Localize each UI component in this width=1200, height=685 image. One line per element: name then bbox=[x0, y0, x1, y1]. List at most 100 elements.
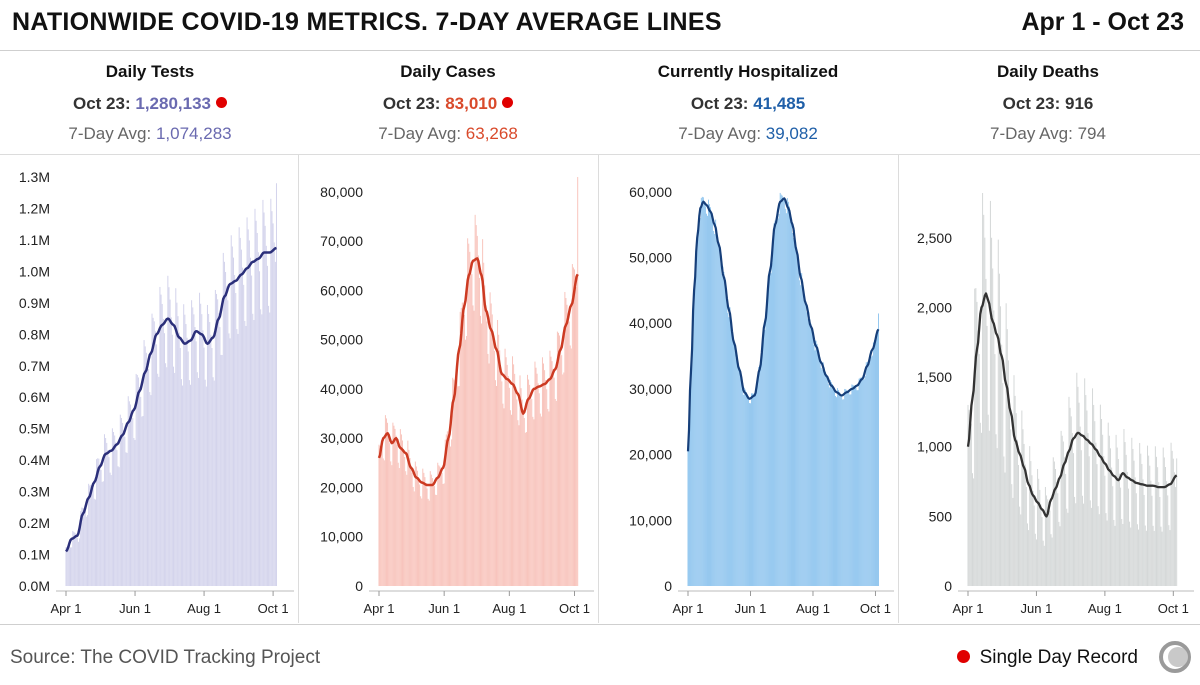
bar bbox=[1124, 442, 1126, 586]
bar bbox=[269, 312, 271, 586]
legend-label: Single Day Record bbox=[979, 647, 1138, 668]
bar bbox=[544, 370, 546, 586]
bar bbox=[785, 213, 787, 586]
bar bbox=[733, 344, 735, 586]
bar bbox=[246, 217, 248, 586]
bar bbox=[1076, 372, 1078, 586]
bar bbox=[745, 392, 747, 586]
bar bbox=[202, 330, 204, 586]
chart-4: 0 500 1,000 1,500 2,000 2,500 Apr 1 Jun 1 Aug 1 O… bbox=[917, 192, 1194, 616]
bar bbox=[518, 425, 520, 586]
bar bbox=[245, 325, 247, 586]
bar bbox=[1105, 513, 1107, 586]
bar bbox=[520, 388, 522, 586]
bar bbox=[1097, 506, 1099, 586]
bar bbox=[522, 410, 524, 586]
bar bbox=[446, 431, 448, 586]
bar bbox=[461, 302, 463, 586]
bar bbox=[978, 354, 980, 586]
bar bbox=[715, 219, 717, 587]
bar bbox=[1144, 525, 1146, 586]
bar bbox=[984, 237, 986, 586]
bar bbox=[516, 399, 518, 586]
bar bbox=[1126, 471, 1128, 586]
bar bbox=[846, 389, 848, 586]
bar bbox=[1096, 464, 1098, 586]
bar bbox=[426, 488, 428, 586]
bar bbox=[408, 449, 410, 586]
bar bbox=[876, 333, 877, 586]
bar bbox=[967, 404, 969, 586]
bar bbox=[1006, 329, 1008, 586]
bar bbox=[538, 393, 540, 586]
bar bbox=[1050, 534, 1052, 586]
bar bbox=[1166, 481, 1168, 586]
bar bbox=[1079, 426, 1081, 586]
bar bbox=[1061, 435, 1063, 586]
bar bbox=[404, 457, 406, 586]
bar bbox=[563, 372, 565, 586]
bar bbox=[1142, 479, 1144, 586]
bar bbox=[729, 307, 731, 586]
bar bbox=[718, 243, 720, 586]
bar bbox=[431, 478, 433, 586]
bar bbox=[1014, 395, 1016, 586]
y-tick-label: 40,000 bbox=[629, 315, 672, 331]
bar bbox=[771, 263, 773, 586]
bar bbox=[873, 340, 875, 586]
bar bbox=[142, 416, 144, 586]
x-tick-label: Oct 1 bbox=[1158, 601, 1189, 616]
bar bbox=[528, 379, 530, 586]
bar bbox=[1168, 525, 1170, 586]
bar bbox=[409, 458, 411, 586]
bar bbox=[146, 361, 148, 586]
bar bbox=[1136, 524, 1138, 586]
bar bbox=[845, 389, 847, 586]
x-tick-label: Jun 1 bbox=[1021, 601, 1053, 616]
bar bbox=[455, 377, 457, 586]
bar bbox=[698, 224, 700, 586]
bar bbox=[1063, 457, 1065, 586]
x-tick-label: Aug 1 bbox=[492, 601, 526, 616]
bar bbox=[776, 218, 778, 587]
bar bbox=[73, 531, 75, 586]
bar bbox=[439, 466, 441, 586]
bar bbox=[74, 532, 76, 586]
bar bbox=[151, 313, 153, 586]
bar bbox=[1004, 472, 1006, 586]
bar bbox=[519, 375, 521, 586]
bar bbox=[196, 372, 198, 586]
avg-value: 794 bbox=[1077, 124, 1106, 143]
bar bbox=[145, 352, 147, 586]
bar bbox=[470, 262, 472, 586]
bar bbox=[441, 472, 443, 586]
y-tick-label: 1.2M bbox=[19, 200, 50, 216]
bar bbox=[547, 408, 549, 586]
bar bbox=[418, 477, 420, 586]
bar bbox=[877, 332, 878, 586]
bar bbox=[170, 317, 172, 586]
bar bbox=[998, 273, 1000, 586]
bar bbox=[552, 369, 554, 586]
bar bbox=[159, 286, 161, 586]
divider bbox=[898, 155, 899, 623]
bar bbox=[824, 372, 826, 586]
bar bbox=[974, 288, 976, 586]
bar bbox=[256, 232, 258, 586]
bar bbox=[162, 318, 164, 586]
bar bbox=[91, 485, 93, 586]
bar bbox=[756, 390, 758, 586]
y-tick-label: 0.1M bbox=[19, 547, 50, 563]
bar bbox=[853, 385, 855, 586]
bar bbox=[797, 254, 799, 587]
bar bbox=[1084, 378, 1086, 586]
bar bbox=[1087, 433, 1089, 586]
bar bbox=[1172, 458, 1174, 586]
bar bbox=[997, 239, 999, 587]
bar bbox=[805, 305, 807, 586]
bar bbox=[402, 440, 403, 586]
bar bbox=[1101, 419, 1103, 586]
bar bbox=[161, 303, 163, 586]
bar bbox=[1138, 529, 1140, 586]
bar bbox=[134, 439, 136, 586]
